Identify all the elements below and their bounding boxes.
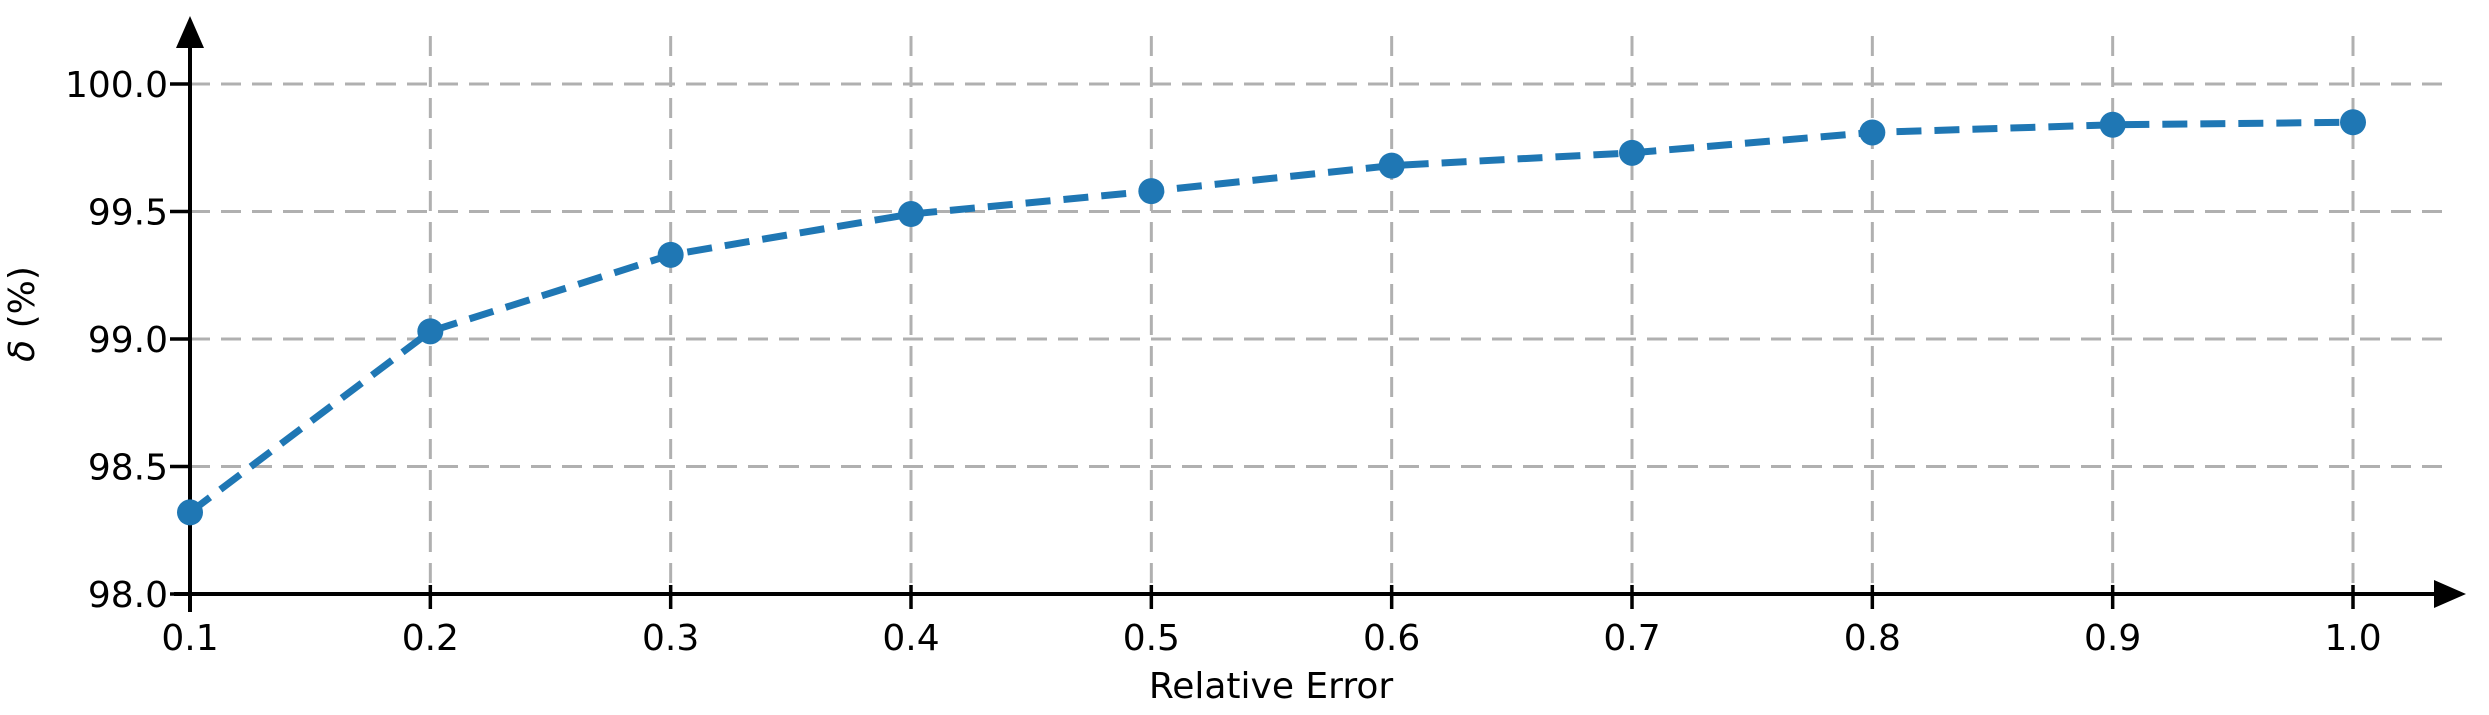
x-tick-label: 0.4	[882, 618, 939, 659]
y-axis-arrow-icon	[176, 16, 204, 48]
data-point-marker	[1138, 178, 1165, 205]
data-point-marker	[2099, 111, 2126, 138]
y-tick-label: 98.5	[88, 448, 168, 489]
series-line	[187, 118, 2354, 516]
y-tick-label: 99.5	[88, 193, 168, 234]
x-tick-label: 0.6	[1363, 618, 1420, 659]
data-series	[177, 109, 2366, 526]
delta-symbol: δ	[2, 340, 43, 362]
data-point-marker	[898, 201, 924, 228]
x-tick-label: 0.7	[1603, 618, 1660, 659]
data-point-marker	[417, 318, 444, 345]
data-point-marker	[1859, 119, 1886, 146]
x-axis-title: Relative Error	[1149, 666, 1394, 707]
y-tick-label: 100.0	[65, 65, 168, 106]
data-point-marker	[1619, 139, 1645, 166]
x-tick-label: 0.5	[1123, 618, 1180, 659]
data-point-marker	[1378, 152, 1405, 179]
y-axis-title-unit: (%)	[2, 266, 43, 340]
x-axis-arrow-icon	[2434, 580, 2466, 608]
x-tick-label: 0.1	[161, 618, 218, 659]
x-tick-label: 0.9	[2084, 618, 2141, 659]
x-tick-label: 1.0	[2324, 618, 2381, 659]
y-axis-title: δ (%)	[2, 266, 43, 362]
x-tick-label: 0.2	[402, 618, 459, 659]
y-tick-label: 99.0	[88, 320, 168, 361]
data-point-marker	[2340, 109, 2366, 136]
y-tick-label: 98.0	[88, 575, 168, 616]
data-point-marker	[177, 499, 203, 526]
data-point-marker	[657, 241, 684, 268]
x-tick-label: 0.3	[642, 618, 699, 659]
tick-labels: 0.1 0.2 0.3 0.4 0.5 0.6 0.7 0.8 0.9 1.0 98.0 98.5 99…	[65, 65, 2382, 659]
x-tick-label: 0.8	[1844, 618, 1901, 659]
gridlines	[188, 36, 2448, 594]
